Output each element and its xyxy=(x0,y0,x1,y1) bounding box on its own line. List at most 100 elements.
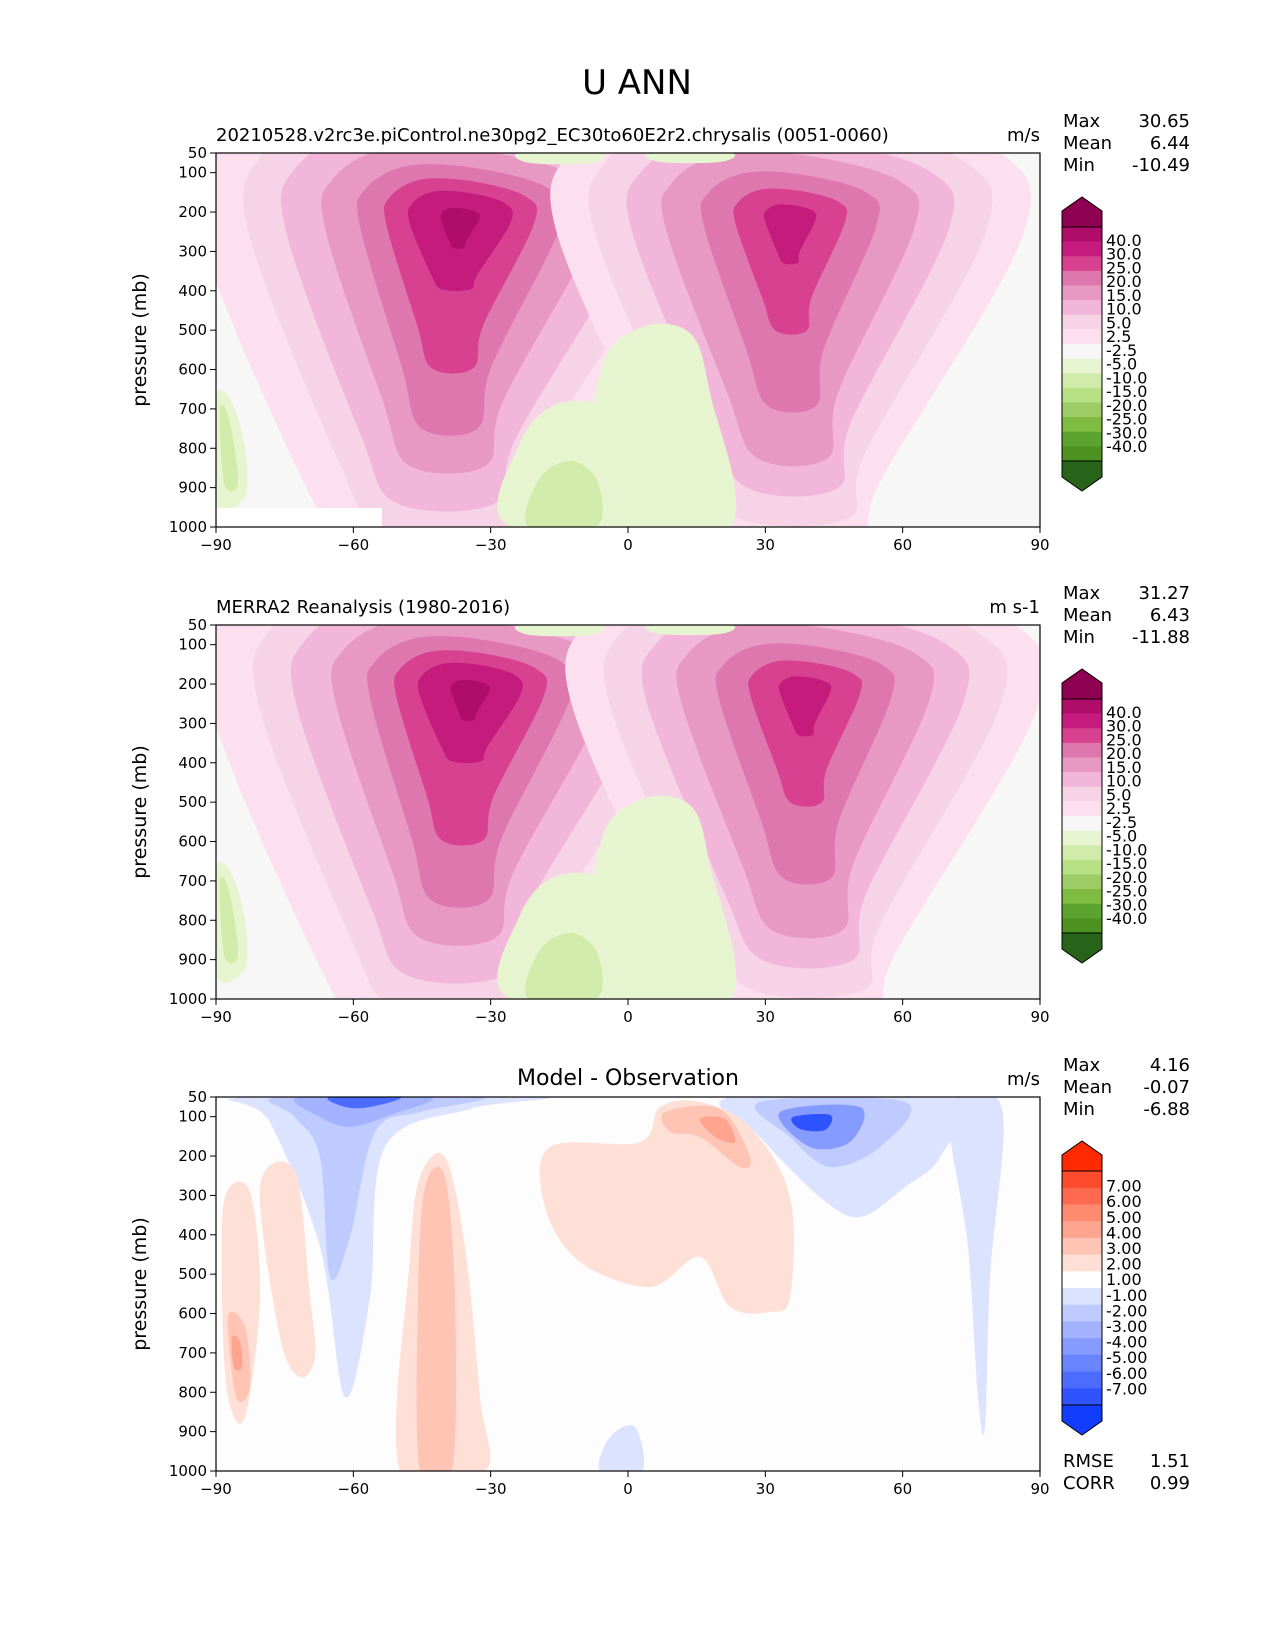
colorbar-label: 10.0 xyxy=(1106,300,1142,319)
colorbar-label: -3.00 xyxy=(1106,1317,1147,1336)
colorbar-label: -20.0 xyxy=(1106,396,1147,415)
colorbar-label: -30.0 xyxy=(1106,423,1147,442)
stat-label: Mean xyxy=(1063,1077,1112,1098)
stat-label: Max xyxy=(1063,583,1101,604)
stat-label: Max xyxy=(1063,111,1101,132)
colorbar-label: 5.0 xyxy=(1106,785,1131,804)
y-tick-label: 900 xyxy=(178,1423,207,1441)
colorbar-swatch xyxy=(1062,1321,1102,1339)
colorbar-label: 25.0 xyxy=(1106,258,1142,277)
colorbar-label: -2.00 xyxy=(1106,1301,1147,1320)
colorbar-extend-max xyxy=(1061,196,1103,228)
x-tick-label: 30 xyxy=(756,1008,775,1026)
colorbar-label: -10.0 xyxy=(1106,368,1147,387)
figure-title: U ANN xyxy=(582,63,692,103)
y-tick-label: 600 xyxy=(178,1305,207,1323)
panel-title: 20210528.v2rc3e.piControl.ne30pg2_EC30to… xyxy=(216,125,889,146)
colorbar-swatch xyxy=(1062,1171,1102,1189)
colorbar-label: -5.0 xyxy=(1106,355,1137,374)
y-tick-label: 500 xyxy=(178,1265,207,1283)
colorbar-label: -20.0 xyxy=(1106,868,1147,887)
colorbar-label: 2.5 xyxy=(1106,327,1131,346)
x-tick-label: −30 xyxy=(475,536,507,554)
colorbar-label: 5.0 xyxy=(1106,313,1131,332)
colorbar-swatch xyxy=(1062,1204,1102,1222)
colorbar-label: 25.0 xyxy=(1106,730,1142,749)
colorbar-swatch xyxy=(1062,757,1102,773)
colorbar-swatch xyxy=(1062,1388,1102,1406)
colorbar-label: 40.0 xyxy=(1106,231,1142,250)
colorbar-swatch xyxy=(1062,256,1102,272)
y-tick-label: 200 xyxy=(178,203,207,221)
colorbar-swatch xyxy=(1062,314,1102,330)
y-tick-label: 600 xyxy=(178,833,207,851)
y-tick-label: 900 xyxy=(178,479,207,497)
y-tick-label: 100 xyxy=(178,1108,207,1126)
y-tick-label: 900 xyxy=(178,951,207,969)
y-tick-label: 100 xyxy=(178,636,207,654)
colorbar-label: 30.0 xyxy=(1106,717,1142,736)
colorbar-swatch xyxy=(1062,1254,1102,1272)
colorbar-swatch xyxy=(1062,772,1102,788)
x-tick-label: 60 xyxy=(893,1480,912,1498)
x-tick-label: 30 xyxy=(756,1480,775,1498)
y-tick-label: 400 xyxy=(178,282,207,300)
missing-data-patch xyxy=(216,508,382,527)
metric-value: 1.51 xyxy=(1150,1451,1190,1472)
colorbar-swatch xyxy=(1062,1304,1102,1322)
colorbar-swatch xyxy=(1062,845,1102,861)
colorbar-swatch xyxy=(1062,358,1102,374)
colorbar-label: 7.00 xyxy=(1106,1177,1142,1196)
colorbar-extend-min xyxy=(1061,1404,1103,1436)
colorbar-swatch xyxy=(1062,889,1102,905)
stat-value: -11.88 xyxy=(1132,627,1190,648)
x-tick-label: −90 xyxy=(200,1480,232,1498)
colorbar-swatch xyxy=(1062,1338,1102,1356)
colorbar-swatch xyxy=(1062,801,1102,817)
colorbar-label: -25.0 xyxy=(1106,882,1147,901)
colorbar-swatch xyxy=(1062,1237,1102,1255)
colorbar-extend-max xyxy=(1061,1140,1103,1172)
stat-value: 31.27 xyxy=(1138,583,1190,604)
colorbar-label: 2.5 xyxy=(1106,799,1131,818)
colorbar-label: -1.00 xyxy=(1106,1286,1147,1305)
y-tick-label: 700 xyxy=(178,400,207,418)
colorbar-label: -30.0 xyxy=(1106,895,1147,914)
colorbar-swatch xyxy=(1062,300,1102,316)
colorbar-extend-min xyxy=(1061,460,1103,492)
x-tick-label: 0 xyxy=(623,1480,633,1498)
colorbar-frame xyxy=(1061,226,1103,462)
colorbar-swatch xyxy=(1062,387,1102,403)
x-tick-label: −90 xyxy=(200,1008,232,1026)
y-tick-label: 200 xyxy=(178,675,207,693)
stat-value: 4.16 xyxy=(1150,1055,1190,1076)
colorbar-swatch xyxy=(1062,1221,1102,1239)
colorbar-swatch xyxy=(1062,344,1102,360)
units-label: m/s xyxy=(1007,1069,1040,1090)
colorbar-swatch xyxy=(1062,728,1102,744)
colorbar-swatch xyxy=(1062,270,1102,286)
colorbar-label: -2.5 xyxy=(1106,813,1137,832)
colorbar-swatch xyxy=(1062,816,1102,832)
x-tick-label: 60 xyxy=(893,1008,912,1026)
y-tick-label: 50 xyxy=(188,616,207,634)
colorbar-label: -25.0 xyxy=(1106,410,1147,429)
colorbar-label: -4.00 xyxy=(1106,1333,1147,1352)
y-tick-label: 500 xyxy=(178,321,207,339)
y-axis-label: pressure (mb) xyxy=(129,745,151,879)
x-tick-label: 30 xyxy=(756,536,775,554)
colorbar-swatch xyxy=(1062,373,1102,389)
x-tick-label: 0 xyxy=(623,536,633,554)
colorbar-label: 30.0 xyxy=(1106,245,1142,264)
stat-value: 30.65 xyxy=(1138,111,1190,132)
colorbar-swatch xyxy=(1062,1271,1102,1289)
y-tick-label: 500 xyxy=(178,793,207,811)
colorbar-label: 20.0 xyxy=(1106,272,1142,291)
y-tick-label: 50 xyxy=(188,1088,207,1106)
y-tick-label: 200 xyxy=(178,1147,207,1165)
colorbar-label: 10.0 xyxy=(1106,772,1142,791)
y-tick-label: 300 xyxy=(178,1186,207,1204)
y-tick-label: 700 xyxy=(178,1344,207,1362)
